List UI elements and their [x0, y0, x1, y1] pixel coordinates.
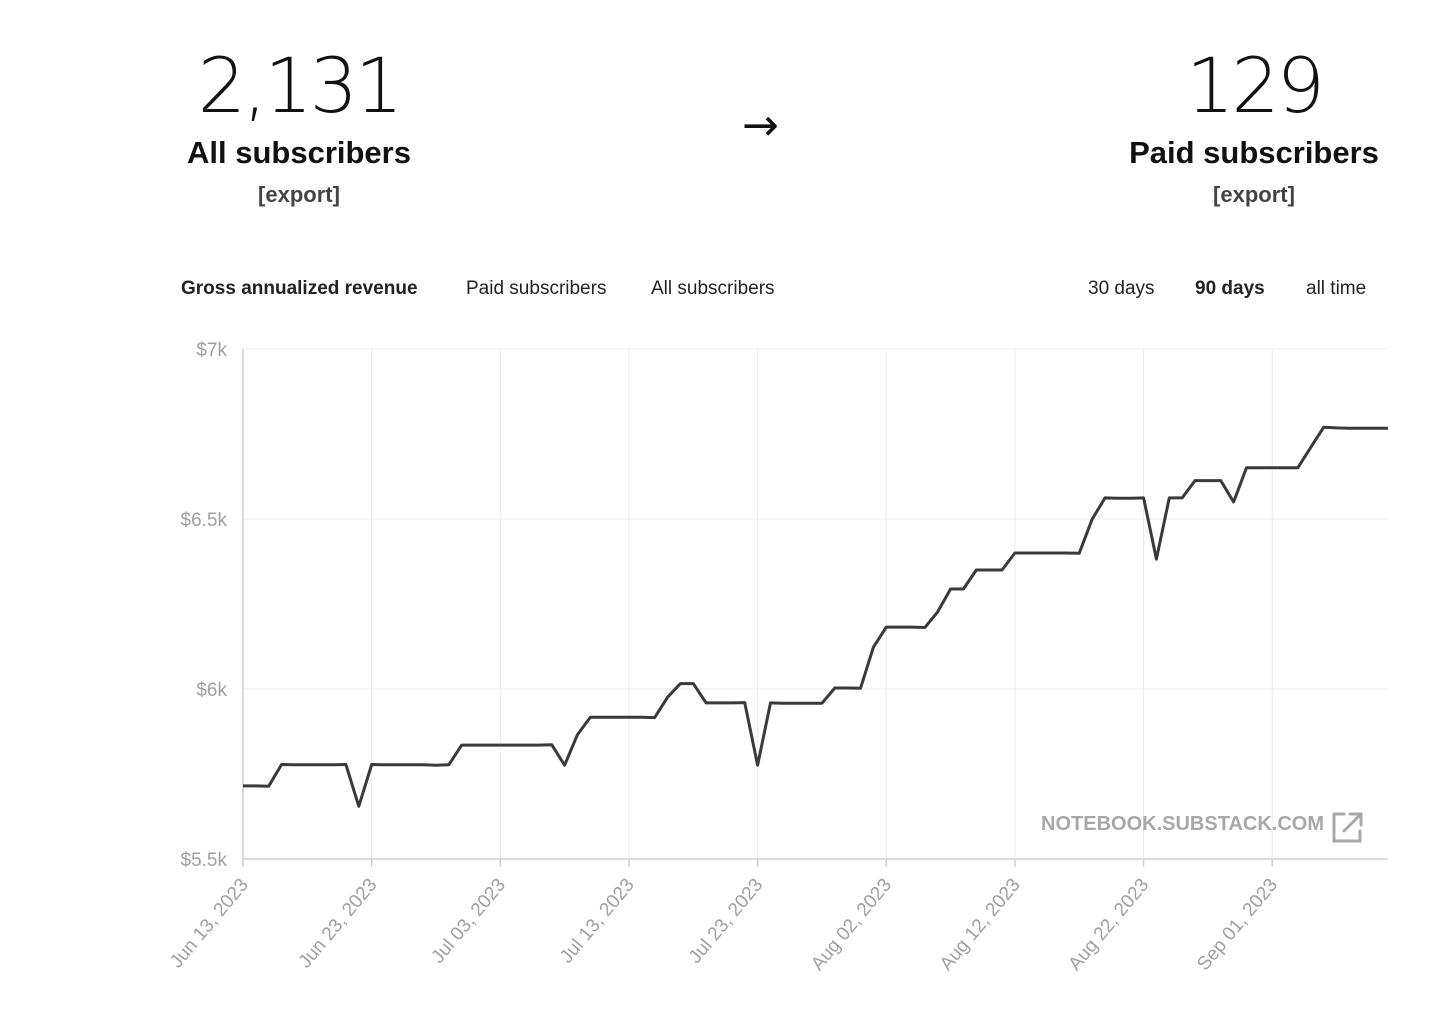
x-tick-label: Aug 22, 2023 — [1065, 875, 1154, 975]
tab-paid-subscribers[interactable]: Paid subscribers — [466, 278, 607, 299]
chart-grid — [242, 348, 1388, 860]
paid-subscribers-stat: 129 Paid subscribers [export] — [1094, 40, 1414, 210]
tab-all-subscribers[interactable]: All subscribers — [651, 278, 775, 299]
y-tick-label: $7k — [196, 340, 227, 361]
paid-subscribers-label: Paid subscribers — [1129, 135, 1379, 170]
x-tick-label: Jun 13, 2023 — [166, 875, 253, 973]
arrow-right-icon: → — [742, 100, 779, 151]
all-subscribers-export-link[interactable]: [export] — [258, 182, 340, 207]
all-subscribers-label: All subscribers — [187, 135, 411, 170]
y-tick-label: $6k — [196, 680, 227, 701]
tab-all-time[interactable]: all time — [1306, 278, 1367, 299]
revenue-series-line — [243, 425, 1388, 808]
paid-subscribers-count: 129 — [1185, 41, 1325, 130]
paid-subscribers-export-link[interactable]: [export] — [1213, 182, 1295, 207]
x-tick-label: Jul 13, 2023 — [556, 875, 639, 968]
x-tick-label: Aug 12, 2023 — [936, 875, 1025, 975]
x-tick-label: Jul 23, 2023 — [685, 875, 768, 968]
external-link-icon[interactable] — [1332, 812, 1363, 843]
tab-gross-annualized-revenue[interactable]: Gross annualized revenue — [181, 278, 418, 299]
all-subscribers-count: 2,131 — [197, 41, 404, 130]
all-subscribers-stat: 2,131 All subscribers [export] — [139, 40, 459, 210]
x-tick-label: Aug 02, 2023 — [807, 875, 896, 975]
watermark-text[interactable]: NOTEBOOK.SUBSTACK.COM — [1041, 813, 1324, 835]
y-axis-labels: $7k $6.5k $6k $5.5k — [181, 340, 228, 871]
x-axis-labels: Jun 13, 2023 Jun 23, 2023 Jul 03, 2023 Jul … — [166, 875, 1282, 975]
tab-30-days[interactable]: 30 days — [1088, 278, 1155, 299]
x-tick-label: Sep 01, 2023 — [1193, 875, 1282, 975]
x-tick-label: Jul 03, 2023 — [427, 875, 510, 968]
chart-axes — [242, 859, 1273, 867]
y-tick-label: $6.5k — [181, 510, 228, 531]
y-tick-label: $5.5k — [181, 850, 228, 871]
tab-90-days[interactable]: 90 days — [1195, 278, 1265, 299]
x-tick-label: Jun 23, 2023 — [295, 875, 382, 973]
